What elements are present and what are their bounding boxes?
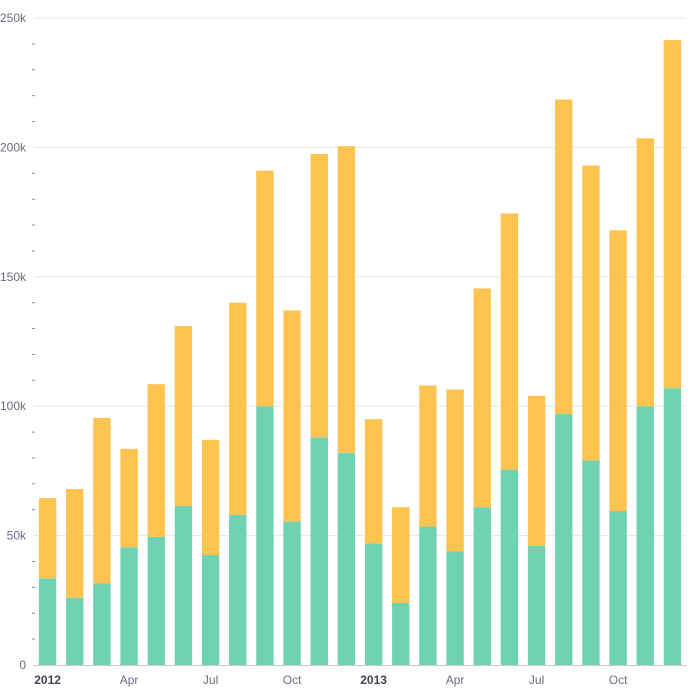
bar-a-13: [392, 602, 410, 665]
bar-a-8: [256, 406, 274, 665]
bar-a-20: [582, 460, 600, 665]
bar-a-10: [310, 437, 328, 665]
bar-a-16: [473, 507, 491, 665]
y-tick-label: 150k: [0, 270, 27, 284]
bar-a-22: [636, 406, 654, 665]
bar-b-23: [663, 40, 682, 389]
bar-b-19: [555, 99, 573, 414]
bar-b-10: [310, 153, 328, 438]
bar-a-21: [609, 511, 627, 665]
x-tick-label: Jul: [203, 673, 218, 687]
x-axis-tick-labels: 2012 Apr Jul Oct 2013 Apr Jul Oct: [34, 673, 628, 687]
bar-a-5: [174, 505, 193, 665]
bar-a-11: [337, 452, 356, 665]
bar-a-15: [446, 551, 464, 665]
bar-b-4: [147, 384, 165, 537]
bar-a-6: [201, 555, 220, 665]
bar-a-2: [93, 583, 111, 665]
bar-b-12: [364, 419, 383, 544]
bar-b-14: [419, 385, 437, 527]
grid-lines: [34, 17, 686, 537]
bar-a-3: [120, 547, 138, 665]
x-tick-label: Jul: [529, 673, 544, 687]
bar-b-21: [609, 230, 627, 512]
bar-b-13: [392, 507, 410, 603]
y-tick-label: 250k: [0, 11, 27, 25]
y-minor-ticks: [32, 43, 35, 640]
bar-b-7: [229, 302, 247, 515]
bar-a-0: [38, 578, 57, 665]
bar-b-20: [582, 165, 600, 461]
bars: [38, 40, 682, 665]
bar-b-17: [500, 213, 519, 470]
bar-a-19: [555, 413, 573, 665]
bar-b-2: [93, 417, 111, 584]
y-tick-label: 0: [19, 658, 26, 672]
x-tick-label: Oct: [283, 673, 302, 687]
bar-b-3: [120, 448, 138, 548]
bar-b-0: [38, 498, 57, 579]
bar-b-15: [446, 389, 464, 552]
y-tick-label: 50k: [7, 529, 27, 543]
x-tick-label: Apr: [120, 673, 139, 687]
bar-a-17: [500, 469, 519, 665]
y-axis-tick-labels: 0 50k 100k 150k 200k 250k: [0, 11, 27, 672]
bar-a-9: [283, 521, 301, 665]
bar-b-16: [473, 288, 491, 508]
bar-b-1: [66, 489, 84, 598]
bar-b-6: [201, 439, 220, 556]
bar-a-1: [66, 597, 84, 665]
bar-a-23: [663, 388, 682, 665]
bar-b-9: [283, 310, 301, 522]
bar-b-11: [337, 146, 356, 453]
bar-a-14: [419, 526, 437, 665]
bar-b-18: [527, 395, 546, 546]
bar-b-22: [636, 138, 654, 407]
x-tick-label: 2012: [34, 673, 61, 687]
x-tick-label: Apr: [446, 673, 465, 687]
x-tick-label: Oct: [609, 673, 628, 687]
y-tick-label: 100k: [0, 399, 27, 413]
y-tick-label: 200k: [0, 140, 27, 154]
x-tick-label: 2013: [360, 673, 387, 687]
bar-a-12: [364, 543, 383, 665]
bar-b-8: [256, 170, 274, 407]
bar-a-4: [147, 536, 165, 665]
bar-a-18: [527, 545, 546, 665]
bar-b-5: [174, 325, 193, 506]
bar-a-7: [229, 514, 247, 665]
